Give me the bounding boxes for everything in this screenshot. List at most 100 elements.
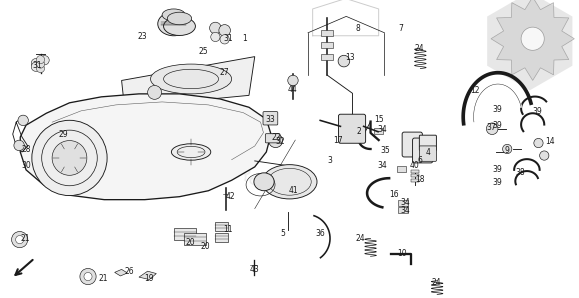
FancyBboxPatch shape xyxy=(321,54,333,60)
Text: 39: 39 xyxy=(533,107,542,116)
Text: 24: 24 xyxy=(432,278,441,287)
Text: 41: 41 xyxy=(288,186,298,195)
Text: 9: 9 xyxy=(505,146,510,155)
Ellipse shape xyxy=(151,64,232,94)
Circle shape xyxy=(503,144,512,154)
Circle shape xyxy=(80,268,96,285)
FancyBboxPatch shape xyxy=(174,228,196,240)
Text: 40: 40 xyxy=(410,161,419,170)
Text: 20: 20 xyxy=(185,238,195,247)
FancyBboxPatch shape xyxy=(374,128,383,134)
Text: 42: 42 xyxy=(226,192,235,201)
Circle shape xyxy=(36,60,45,68)
Text: 31: 31 xyxy=(223,34,233,43)
Ellipse shape xyxy=(254,173,274,191)
Text: 22: 22 xyxy=(272,133,281,142)
Ellipse shape xyxy=(171,144,211,160)
Circle shape xyxy=(16,235,24,244)
Polygon shape xyxy=(122,57,255,107)
Text: 43: 43 xyxy=(250,265,259,274)
Circle shape xyxy=(32,120,107,195)
FancyBboxPatch shape xyxy=(402,132,422,157)
Circle shape xyxy=(12,232,28,248)
Text: 16: 16 xyxy=(389,190,398,199)
Text: 14: 14 xyxy=(545,137,555,146)
Text: 5: 5 xyxy=(280,229,285,238)
FancyBboxPatch shape xyxy=(398,207,408,213)
Text: 44: 44 xyxy=(288,85,298,94)
Circle shape xyxy=(220,35,229,44)
Text: partes.Re: partes.Re xyxy=(177,137,263,190)
Circle shape xyxy=(31,58,41,68)
Text: 28: 28 xyxy=(22,145,31,154)
Text: 12: 12 xyxy=(470,86,479,95)
Circle shape xyxy=(14,140,24,150)
Text: 23: 23 xyxy=(138,32,147,41)
Text: 24: 24 xyxy=(356,234,365,243)
Text: 31: 31 xyxy=(33,61,42,70)
FancyBboxPatch shape xyxy=(184,233,206,245)
FancyBboxPatch shape xyxy=(263,112,278,125)
Text: 39: 39 xyxy=(492,105,501,114)
Text: 15: 15 xyxy=(374,115,383,124)
Text: 37: 37 xyxy=(486,123,496,132)
Text: 33: 33 xyxy=(266,115,275,124)
Text: 2: 2 xyxy=(356,127,361,136)
Circle shape xyxy=(540,151,549,160)
FancyBboxPatch shape xyxy=(413,138,433,163)
Circle shape xyxy=(40,55,49,65)
Circle shape xyxy=(338,55,350,67)
Text: 4: 4 xyxy=(426,148,431,157)
Circle shape xyxy=(521,27,544,50)
Text: 13: 13 xyxy=(345,53,354,62)
Circle shape xyxy=(148,86,162,99)
Circle shape xyxy=(210,22,221,34)
Circle shape xyxy=(534,138,543,148)
Text: 39: 39 xyxy=(492,121,501,130)
Circle shape xyxy=(36,55,45,64)
Text: 19: 19 xyxy=(145,274,154,283)
Circle shape xyxy=(52,141,87,175)
Text: 11: 11 xyxy=(223,225,233,234)
Text: 25: 25 xyxy=(199,47,208,56)
Circle shape xyxy=(36,64,45,73)
Circle shape xyxy=(486,123,498,134)
Text: 34: 34 xyxy=(378,125,387,134)
FancyBboxPatch shape xyxy=(265,134,280,143)
FancyBboxPatch shape xyxy=(419,146,437,161)
Text: 34: 34 xyxy=(401,198,410,207)
Ellipse shape xyxy=(262,164,317,199)
Text: 21: 21 xyxy=(98,274,108,283)
Text: 20: 20 xyxy=(200,242,210,251)
Text: 34: 34 xyxy=(401,206,410,215)
Text: 8: 8 xyxy=(356,24,360,33)
Text: 10: 10 xyxy=(397,249,406,258)
Text: 35: 35 xyxy=(381,146,390,155)
Text: 3: 3 xyxy=(328,156,332,165)
Ellipse shape xyxy=(163,17,196,35)
Polygon shape xyxy=(491,0,574,80)
Circle shape xyxy=(269,134,283,148)
Ellipse shape xyxy=(167,12,192,25)
FancyBboxPatch shape xyxy=(411,174,419,177)
Text: 39: 39 xyxy=(492,165,501,174)
FancyBboxPatch shape xyxy=(215,233,228,242)
Text: 18: 18 xyxy=(416,175,425,184)
Text: 30: 30 xyxy=(22,161,31,170)
Text: 21: 21 xyxy=(21,235,30,243)
Circle shape xyxy=(288,75,298,86)
Text: 38: 38 xyxy=(515,168,525,177)
Text: 26: 26 xyxy=(124,267,134,276)
Text: 36: 36 xyxy=(316,229,325,238)
FancyBboxPatch shape xyxy=(411,179,419,182)
FancyBboxPatch shape xyxy=(321,30,333,36)
Text: 7: 7 xyxy=(399,24,404,33)
Text: 32: 32 xyxy=(276,137,285,146)
Circle shape xyxy=(18,115,28,125)
Text: 17: 17 xyxy=(334,136,343,145)
FancyBboxPatch shape xyxy=(321,42,333,48)
Circle shape xyxy=(31,62,41,72)
Circle shape xyxy=(219,25,230,36)
Polygon shape xyxy=(115,269,127,276)
FancyBboxPatch shape xyxy=(419,135,437,150)
